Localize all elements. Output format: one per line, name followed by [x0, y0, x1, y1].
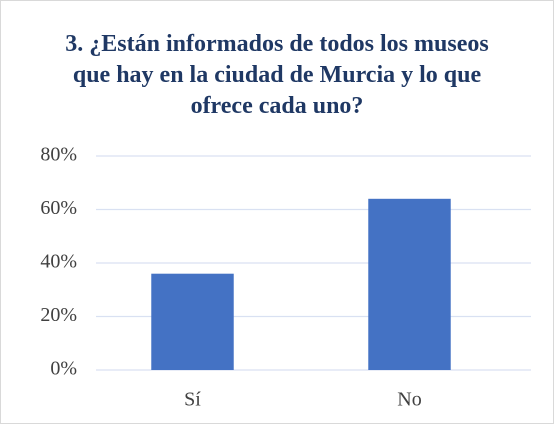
y-tick-label: 20% — [40, 304, 77, 326]
y-tick-label: 80% — [40, 144, 77, 166]
x-tick-label: Sí — [184, 389, 201, 411]
chart-title: 3. ¿Están informados de todos los museos… — [65, 31, 489, 119]
y-tick-label: 40% — [40, 251, 77, 273]
bar — [368, 198, 451, 370]
bar — [151, 273, 234, 370]
y-tick-label: 60% — [40, 197, 77, 219]
x-tick-label: No — [397, 389, 421, 411]
y-tick-label: 0% — [50, 358, 77, 380]
